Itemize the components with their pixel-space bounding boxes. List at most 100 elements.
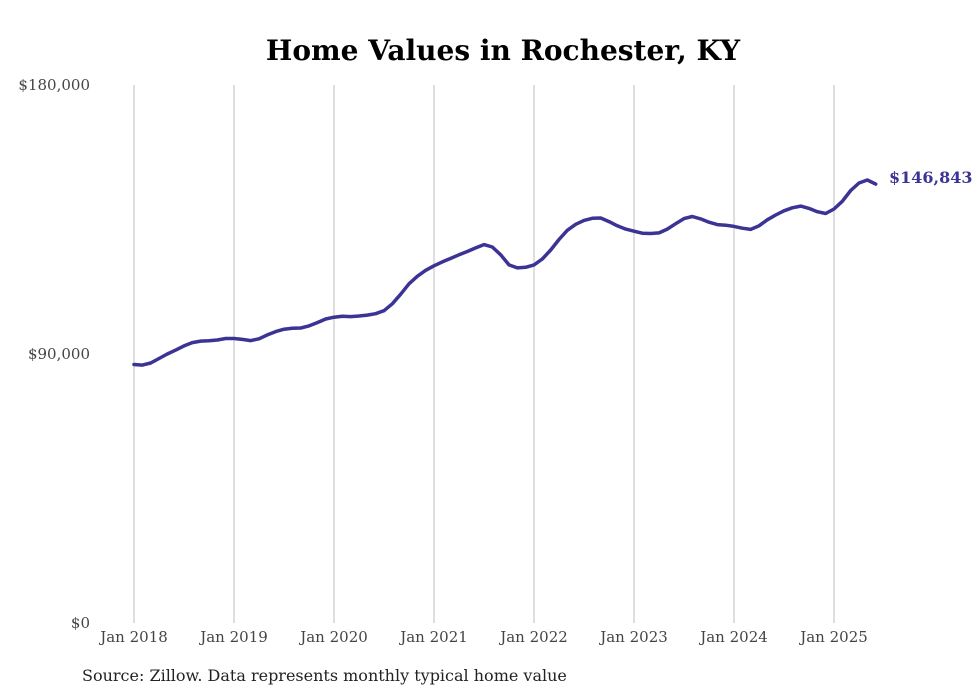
data-point	[665, 227, 669, 231]
data-point	[857, 181, 861, 185]
grid-lines	[133, 85, 835, 623]
x-tick-label: Jan 2022	[498, 628, 568, 646]
y-axis: $0 $90,000 $180,000	[18, 76, 90, 632]
data-point	[582, 218, 586, 222]
data-point	[174, 348, 178, 352]
x-tick-label: Jan 2018	[98, 628, 168, 646]
data-point	[849, 189, 853, 192]
data-point	[840, 199, 844, 203]
data-point	[265, 333, 269, 337]
y-tick-label: $0	[71, 614, 90, 632]
data-point	[199, 339, 203, 343]
x-tick-label: Jan 2020	[298, 628, 368, 646]
data-point	[507, 263, 511, 267]
data-point	[399, 292, 403, 296]
data-point	[357, 314, 361, 318]
x-tick-label: Jan 2023	[598, 628, 668, 646]
x-axis: Jan 2018 Jan 2019 Jan 2020 Jan 2021 Jan 2022…	[98, 628, 868, 646]
data-point	[832, 207, 836, 211]
data-point	[332, 315, 336, 319]
data-point	[699, 217, 703, 221]
data-point	[149, 361, 153, 365]
data-point	[474, 246, 478, 250]
data-point	[390, 302, 394, 306]
data-point	[757, 224, 761, 228]
data-point	[799, 204, 803, 208]
data-point	[432, 264, 436, 268]
data-point	[690, 215, 694, 218]
last-value-label: $146,843	[889, 168, 973, 187]
data-point	[807, 206, 811, 210]
data-point	[540, 257, 544, 261]
data-point	[674, 222, 678, 226]
data-point	[382, 309, 386, 313]
data-point	[465, 250, 469, 253]
data-point	[415, 274, 419, 278]
data-point	[615, 224, 619, 228]
data-point	[565, 228, 569, 232]
data-point	[549, 248, 553, 252]
series-layer	[132, 178, 878, 367]
data-point	[340, 314, 344, 318]
data-point	[782, 209, 786, 213]
data-point	[307, 324, 311, 328]
x-tick-label: Jan 2025	[798, 628, 868, 646]
x-tick-label: Jan 2021	[398, 628, 468, 646]
data-point	[815, 210, 819, 214]
data-point	[715, 223, 719, 227]
data-point	[824, 212, 828, 215]
data-point	[240, 337, 244, 341]
data-point	[599, 216, 603, 220]
data-point	[190, 341, 194, 345]
data-point	[524, 265, 528, 269]
data-point	[624, 227, 628, 231]
data-point	[499, 253, 503, 257]
data-point	[249, 339, 253, 343]
data-point	[282, 327, 286, 331]
data-point	[749, 227, 753, 231]
data-point	[515, 266, 519, 270]
data-point	[765, 218, 769, 222]
data-point	[365, 313, 369, 317]
y-tick-label: $90,000	[28, 345, 90, 363]
data-point	[574, 222, 578, 226]
data-point	[290, 326, 294, 330]
data-point	[182, 344, 186, 348]
data-point	[215, 338, 219, 342]
data-point	[224, 337, 228, 340]
data-point	[374, 312, 378, 316]
data-point	[157, 357, 161, 360]
data-point	[732, 224, 736, 228]
data-point	[557, 238, 561, 241]
data-point	[440, 260, 444, 264]
data-point	[657, 231, 661, 235]
y-tick-label: $180,000	[18, 76, 90, 94]
data-point	[590, 216, 594, 220]
data-point	[424, 268, 428, 272]
source-note: Source: Zillow. Data represents monthly …	[82, 666, 567, 685]
data-point	[632, 229, 636, 233]
data-point	[649, 232, 653, 235]
data-point	[607, 220, 611, 224]
data-point	[790, 206, 794, 210]
data-point	[140, 363, 144, 367]
data-point	[774, 213, 778, 217]
data-point	[532, 263, 536, 267]
data-point	[457, 253, 461, 257]
data-point	[707, 220, 711, 224]
data-point	[274, 330, 278, 334]
data-point	[407, 282, 411, 286]
data-point	[682, 217, 686, 221]
data-point	[132, 363, 136, 366]
data-point	[299, 326, 303, 330]
data-point	[257, 337, 261, 341]
series-line	[132, 178, 878, 367]
data-point	[490, 245, 494, 249]
data-point	[207, 339, 211, 343]
data-point	[315, 321, 319, 325]
data-point	[324, 317, 328, 321]
chart-title: Home Values in Rochester, KY	[266, 34, 741, 67]
x-tick-label: Jan 2024	[698, 628, 768, 646]
data-point	[724, 223, 728, 227]
